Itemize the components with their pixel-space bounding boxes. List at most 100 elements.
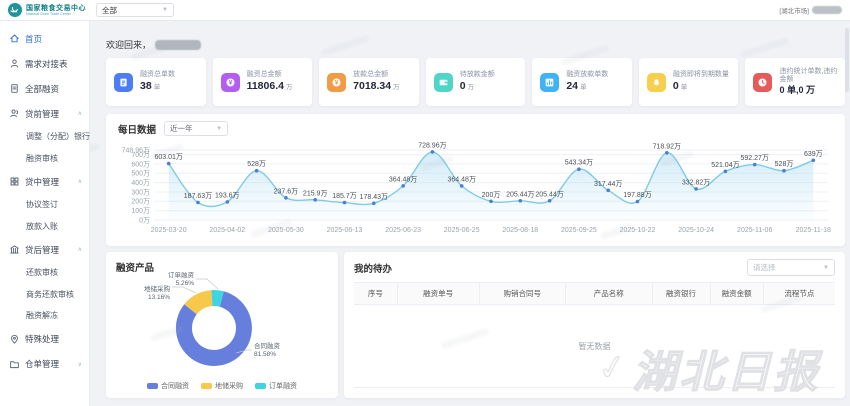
svg-text:300万: 300万 [131,188,150,196]
date-range-select[interactable]: 近一年 ▼ [164,121,229,136]
file-icon [114,72,133,92]
svg-text:364.48万: 364.48万 [389,175,417,183]
svg-text:200万: 200万 [482,191,501,199]
svg-text:237.6万: 237.6万 [274,187,299,195]
sidebar-item-2[interactable]: 全部融资 [0,76,89,101]
sidebar-item-label: 仓单管理 [25,359,60,369]
chevron-down-icon: ∨ [77,361,82,368]
sidebar-subitem[interactable]: 商务还款审核 [26,289,74,299]
legend-swatch [201,383,212,389]
pin-icon [9,334,20,345]
svg-text:193.6万: 193.6万 [215,191,240,199]
sidebar-item-6[interactable]: 特殊处理 [0,327,89,352]
svg-text:528万: 528万 [247,160,266,168]
sidebar-item-7[interactable]: 仓单管理 ∨ [0,352,89,377]
redacted-welcome-name [155,39,202,50]
svg-text:178.43万: 178.43万 [360,193,388,201]
sidebar-item-0[interactable]: 首页 [0,26,89,51]
svg-text:13.16%: 13.16% [148,294,170,301]
sidebar-item-4[interactable]: 贷中管理 ∧ [0,169,89,194]
legend-label: 合同融资 [161,383,189,390]
grid-icon [9,176,20,187]
stat-card-2: ¥ 放款总金额 7018.34 万 [319,58,419,106]
brand-subtitle: National Grain Trade Center [26,10,72,16]
legend-item[interactable]: 订单融资 [255,381,297,391]
column-header-4[interactable]: 融资银行 [653,283,711,304]
brand-title: 国家粮食交易中心 [26,4,86,12]
svg-text:748.96万: 748.96万 [122,146,150,154]
svg-text:地储采购: 地储采购 [144,284,171,293]
todo-filter-select[interactable]: 请选择 ▼ [747,259,835,276]
sidebar-item-5[interactable]: 贷后管理 ∧ [0,237,89,262]
legend-item[interactable]: 合同融资 [147,381,189,391]
sidebar-subitem[interactable]: 调整（分配）银行 [26,132,90,142]
sidebar-subitem[interactable]: 放款入账 [26,221,58,231]
my-todo-panel: 我的待办 请选择 ▼ 序号 融资单号 购销合同号 产品名称 融资银行 融资金额 流程节点 暂… [344,252,845,398]
svg-text:100万: 100万 [131,207,150,215]
svg-text:5.26%: 5.26% [176,280,195,287]
top-header: 国家粮食交易中心 National Grain Trade Center 全部 … [0,0,850,21]
svg-text:2025-06-13: 2025-06-13 [327,227,363,234]
stat-card-5: 融资即将到期数量 0 单 [638,58,739,106]
svg-text:2025-11-06: 2025-11-06 [737,227,772,234]
legend-item[interactable]: 地储采购 [201,381,243,391]
market-select[interactable]: 全部 ▼ [96,3,174,17]
watermark-smudge [320,34,370,57]
stat-card-4: 融资放款单数 24 单 [532,58,632,106]
svg-text:600万: 600万 [131,160,150,168]
coin-icon: ¥ [327,72,347,92]
stat-card-label: 融资总金额 [246,71,282,79]
column-header-6[interactable]: 流程节点 [784,289,815,298]
todo-title: 我的待办 [354,263,393,275]
svg-text:200万: 200万 [131,198,150,206]
folder-icon [9,359,20,370]
svg-text:543.34万: 543.34万 [565,159,593,167]
sidebar-item-label: 全部融资 [25,83,60,94]
user-icon [9,58,20,69]
todo-table-body: 暂无数据 [354,305,835,388]
stat-card-value: 7018.34 万 [353,79,400,92]
brand-logo-block: 国家粮食交易中心 National Grain Trade Center [0,3,88,17]
svg-text:¥: ¥ [335,80,339,86]
home-icon [9,33,20,44]
legend-swatch [255,383,266,389]
svg-text:2025-11-18: 2025-11-18 [796,227,831,234]
column-header-1[interactable]: 融资单号 [398,283,480,304]
daily-line-chart: 0万 100万 200万 300万 400万 500万 600万 700万 748.96万 202… [114,138,838,242]
svg-text:2025-09-25: 2025-09-25 [561,227,597,234]
sidebar-item-3[interactable]: 贷前管理 ∧ [0,101,89,126]
chevron-down-icon: ▼ [216,125,223,132]
column-header-2[interactable]: 购销合同号 [480,283,566,304]
watermark-smudge [740,36,790,59]
column-header-0[interactable]: 序号 [354,283,398,304]
stat-card-label: 待放款金额 [459,71,495,79]
todo-table: 序号 融资单号 购销合同号 产品名称 融资银行 融资金额 流程节点 暂无数据 [354,282,835,388]
stat-card-value: 38 单 [140,79,161,92]
sidebar-subitem[interactable]: 融资审核 [26,153,58,163]
chevron-down-icon: ▼ [823,264,829,271]
stat-card-label: 融资即将到期数量 [672,71,729,79]
scrollbar-thumb[interactable] [845,28,849,92]
sidebar-menu: 首页 需求对接表 全部融资 贷前管理 ∧ 调整（分配）银行 融资审核 贷中管理 ∧ 协议签订 放款入… [0,26,90,377]
svg-text:500万: 500万 [131,170,150,178]
column-header-5[interactable]: 融资金额 [711,283,764,304]
column-header-3[interactable]: 产品名称 [566,283,653,304]
svg-text:2025-08-18: 2025-08-18 [502,227,538,234]
sidebar-subitem[interactable]: 协议签订 [26,200,58,210]
empty-state-text: 暂无数据 [578,341,611,351]
svg-text:2025-04-02: 2025-04-02 [209,227,245,234]
daily-data-panel: 每日数据 近一年 ▼ 0万 100万 200万 300万 400万 500万 600万 700… [106,114,845,246]
stat-card-3: 待放款金额 0 万 [425,58,526,106]
sidebar-item-1[interactable]: 需求对接表 [0,51,89,76]
clock-icon [753,72,773,92]
chevron-up-icon: ∧ [77,179,82,185]
page-scrollbar[interactable] [845,24,849,402]
sidebar-subitem[interactable]: 还款审核 [26,268,58,278]
svg-text:2025-06-25: 2025-06-25 [444,227,480,234]
sidebar-item-label: 贷前管理 [25,108,60,119]
stat-cards-row: 融资总单数 38 单 ¥ 融资总金额 11806.4 万 ¥ 放款总金额 7018.34 万 待放款金… [106,58,846,106]
bell-icon [646,72,666,92]
svg-text:528万: 528万 [775,160,794,168]
sidebar-subitem[interactable]: 融资解冻 [26,311,58,321]
